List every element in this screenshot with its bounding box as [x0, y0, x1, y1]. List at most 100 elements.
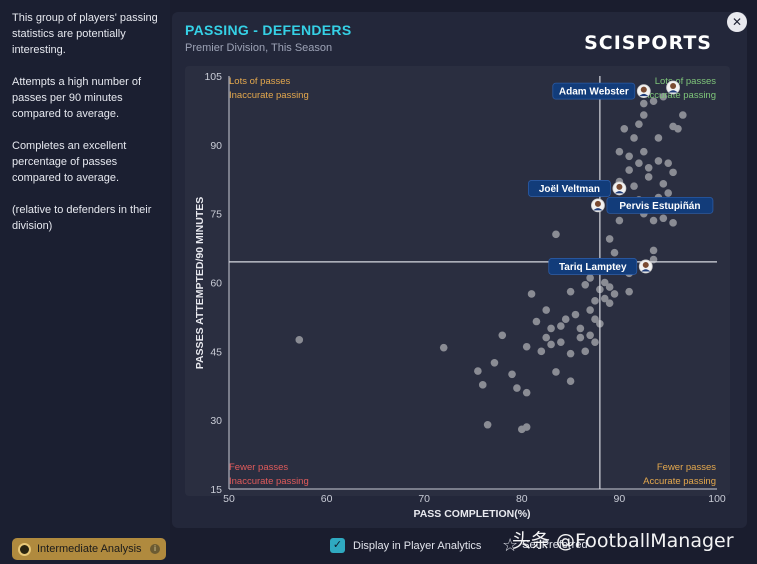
set-preferred-label: Set Preferred: [522, 539, 588, 551]
x-tick-label: 90: [614, 493, 626, 505]
data-point: [537, 347, 546, 356]
data-point: [644, 173, 653, 181]
analysis-description-panel: This group of players' passing statistic…: [0, 0, 170, 564]
data-point: [659, 214, 668, 223]
data-point: [620, 124, 629, 133]
x-tick-label: 70: [418, 493, 430, 505]
data-point: [649, 216, 658, 225]
player-avatar-shirt: [639, 93, 649, 97]
data-point: [522, 342, 531, 351]
data-point: [586, 306, 594, 314]
description-summary: This group of players' passing statistic…: [12, 12, 158, 56]
quadrant-bottom-left-line-2: Inaccurate passing: [229, 476, 309, 487]
panel-subtitle: Premier Division, This Season: [185, 42, 333, 54]
y-tick-label: 90: [210, 140, 222, 152]
data-point: [566, 349, 575, 358]
chart-area: [185, 66, 730, 496]
star-outline-icon: ☆: [502, 535, 519, 555]
data-point: [630, 182, 638, 190]
watermark: 头条 @FootballManager: [512, 530, 734, 552]
data-point: [664, 159, 672, 167]
x-tick-label: 100: [708, 493, 726, 505]
player-avatar-head: [642, 261, 649, 268]
data-point: [669, 219, 677, 227]
data-point: [557, 338, 565, 346]
data-point: [610, 248, 619, 257]
info-icon[interactable]: i: [150, 544, 160, 554]
close-icon[interactable]: ✕: [727, 12, 747, 32]
player-avatar-head: [616, 183, 623, 190]
data-point: [669, 122, 677, 131]
player-label: Joël Veltman: [539, 184, 600, 195]
data-point: [605, 283, 614, 291]
data-point: [591, 297, 599, 305]
x-axis-label: PASS COMPLETION(%): [413, 508, 530, 520]
data-point: [635, 159, 643, 167]
data-point: [654, 134, 663, 142]
data-point: [591, 338, 599, 346]
player-avatar-shirt: [668, 90, 678, 93]
data-point: [600, 278, 609, 287]
data-point: [547, 340, 555, 349]
data-point: [605, 299, 614, 307]
data-point: [532, 317, 541, 326]
description-volume: Attempts a high number of passes per 90 …: [12, 76, 142, 120]
data-point: [615, 147, 624, 156]
data-point: [571, 310, 580, 319]
data-point: [605, 235, 614, 243]
quadrant-top-right-line-2: Accurate passing: [643, 90, 716, 101]
player-avatar-head: [670, 82, 677, 89]
data-point: [640, 111, 648, 119]
data-point: [474, 367, 482, 375]
description-accuracy: Completes an excellent percentage of pas…: [12, 140, 127, 184]
analysis-level-icon: [18, 542, 31, 556]
data-point: [625, 152, 633, 161]
description-context: (relative to defenders in their division…: [12, 204, 152, 232]
x-tick-label: 80: [516, 493, 528, 505]
data-point: [679, 111, 687, 119]
data-point: [591, 315, 599, 324]
set-preferred-button[interactable]: ☆ Set Preferred: [502, 536, 588, 554]
player-avatar-shirt: [641, 269, 651, 272]
data-point: [576, 333, 585, 342]
data-point: [654, 157, 663, 165]
data-point: [610, 290, 619, 298]
data-point: [581, 280, 590, 289]
data-point: [295, 336, 304, 344]
data-point: [513, 384, 521, 392]
data-point: [483, 420, 492, 429]
data-point: [566, 287, 575, 296]
data-point: [586, 331, 594, 340]
data-point: [640, 147, 648, 156]
quadrant-bottom-right-line-1: Fewer passes: [657, 462, 716, 473]
data-point: [659, 92, 668, 101]
data-point: [644, 163, 653, 172]
data-point: [586, 274, 594, 282]
intermediate-analysis-badge[interactable]: Intermediate Analysis i: [12, 538, 166, 560]
data-point: [635, 120, 643, 128]
data-point: [557, 322, 565, 330]
scisports-logo: SCISPORTS: [584, 32, 712, 54]
y-tick-label: 15: [210, 484, 222, 496]
data-point: [552, 230, 560, 239]
data-point: [630, 134, 638, 142]
checkbox-checked-icon[interactable]: ✓: [330, 538, 345, 553]
quadrant-top-right-line-1: Lots of passes: [655, 76, 717, 87]
data-point: [669, 168, 677, 177]
display-in-analytics-toggle[interactable]: ✓ Display in Player Analytics: [330, 538, 481, 553]
data-point: [600, 294, 609, 303]
quadrant-top-left-line-2: Inaccurate passing: [229, 90, 309, 101]
data-point: [576, 324, 585, 333]
data-point: [552, 368, 560, 376]
data-point: [490, 359, 499, 367]
quadrant-top-left-line-1: Lots of passes: [229, 76, 291, 87]
data-point: [478, 381, 487, 389]
data-point: [649, 246, 658, 255]
data-point: [527, 290, 536, 298]
y-tick-label: 45: [210, 346, 222, 358]
data-point: [625, 166, 633, 174]
data-point: [522, 388, 531, 397]
data-point: [498, 331, 507, 340]
data-point: [625, 287, 633, 296]
